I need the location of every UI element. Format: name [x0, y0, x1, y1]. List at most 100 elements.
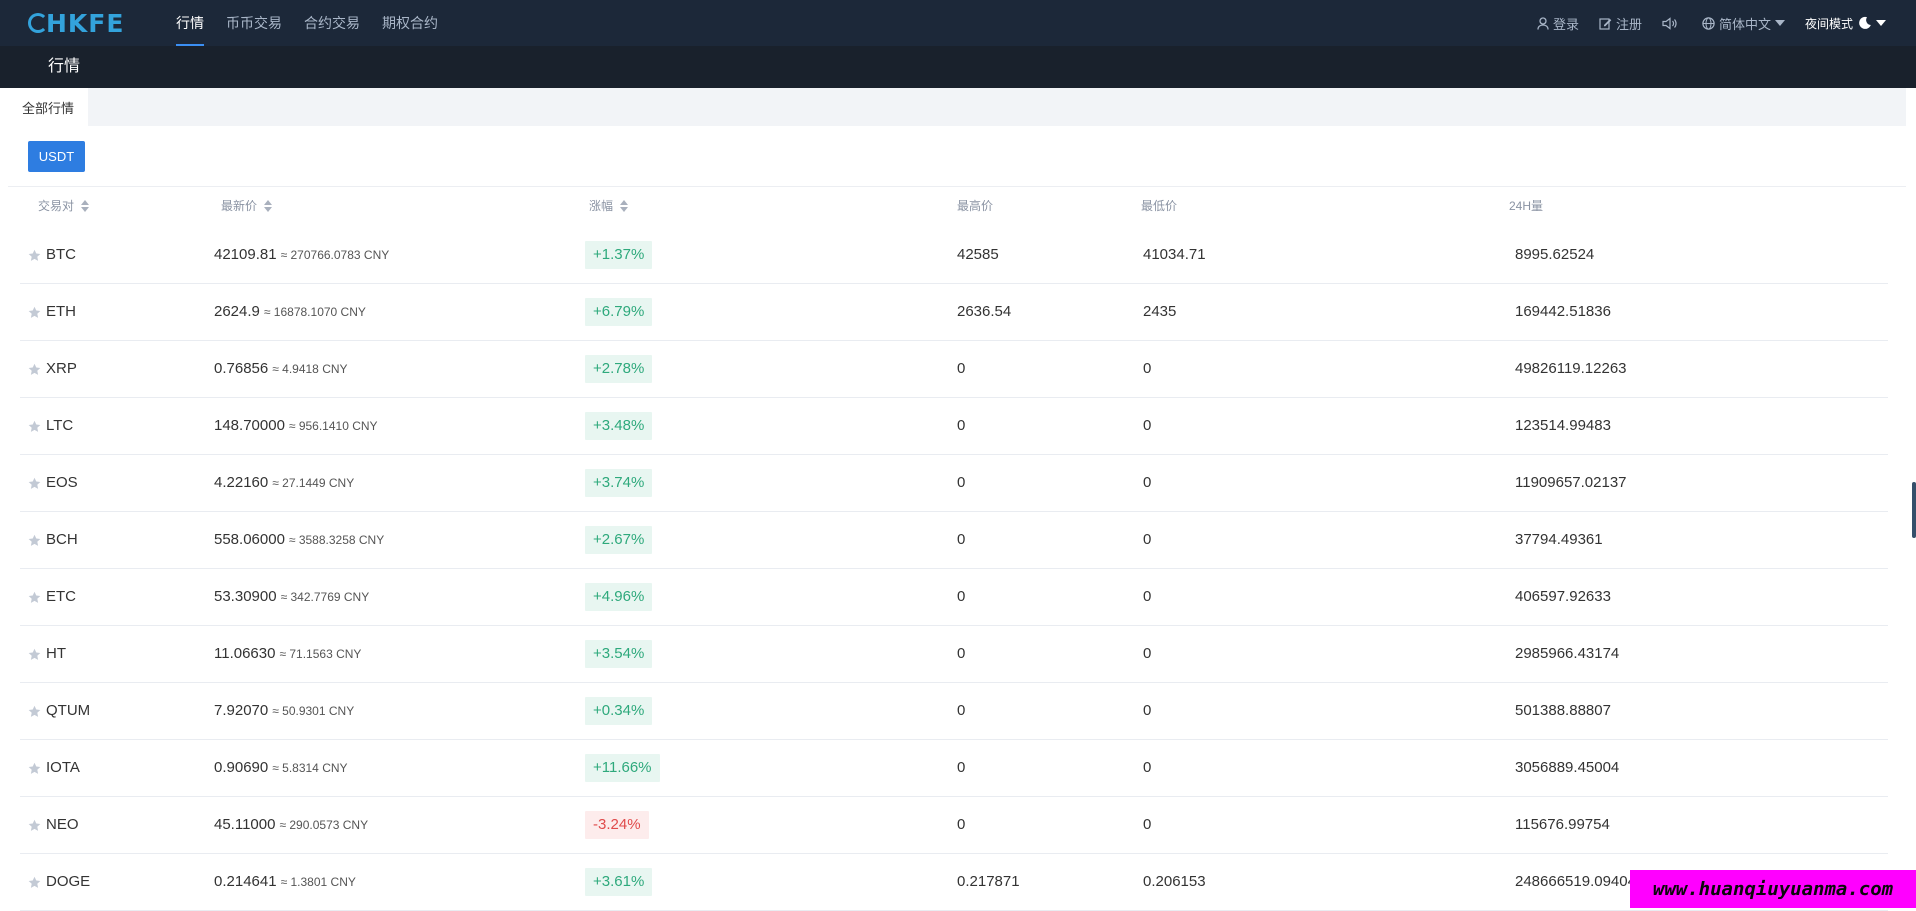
price-value: 4.22160	[214, 474, 269, 491]
low-price: 0	[1143, 474, 1152, 491]
nav-right: 登录 注册 简体中文 夜间模式	[1517, 0, 1886, 46]
tab-all-markets[interactable]: 全部行情	[8, 88, 89, 126]
logo-text: HKFE	[46, 8, 125, 38]
price-cny: ≈ 50.9301 CNY	[272, 704, 355, 718]
last-price: 53.30900 ≈ 342.7769 CNY	[214, 569, 369, 625]
table-row[interactable]: EOS 4.22160 ≈ 27.1449 CNY +3.74% 0 0 11909657.…	[20, 455, 1888, 512]
sound-toggle[interactable]	[1662, 16, 1682, 30]
table-row[interactable]: ETC 53.30900 ≈ 342.7769 CNY +4.96% 0 0 406597.…	[20, 569, 1888, 626]
pair-name: ETH	[46, 303, 76, 320]
header-pair[interactable]: 交易对	[38, 197, 90, 214]
star-icon[interactable]	[28, 306, 41, 319]
pair-name: DOGE	[46, 873, 91, 890]
table-row[interactable]: IOTA 0.90690 ≈ 5.8314 CNY +11.66% 0 0 3056889.…	[20, 740, 1888, 797]
price-value: 0.214641	[214, 873, 277, 890]
header-low-label: 最低价	[1141, 199, 1178, 213]
register-link[interactable]: 注册	[1599, 14, 1642, 33]
volume-24h: 169442.51836	[1515, 303, 1611, 320]
star-icon[interactable]	[28, 420, 41, 433]
price-cny: ≈ 4.9418 CNY	[272, 362, 348, 376]
change-badge: +6.79%	[585, 298, 653, 326]
table-row[interactable]: BTC 42109.81 ≈ 270766.0783 CNY +1.37% 42585 4…	[20, 227, 1888, 284]
last-price: 0.214641 ≈ 1.3801 CNY	[214, 854, 356, 910]
star-icon[interactable]	[28, 648, 41, 661]
star-icon[interactable]	[28, 534, 41, 547]
table-row[interactable]: NEO 45.11000 ≈ 290.0573 CNY -3.24% 0 0 115676.…	[20, 797, 1888, 854]
price-value: 0.76856	[214, 360, 269, 377]
pair-name: QTUM	[46, 702, 91, 719]
star-icon[interactable]	[28, 591, 41, 604]
price-value: 42109.81	[214, 246, 277, 263]
tab-bar: 全部行情	[8, 88, 1906, 126]
price-value: 45.11000	[214, 816, 276, 833]
page-header: 行情	[0, 46, 1916, 88]
change-badge: +11.66%	[585, 754, 660, 782]
star-icon[interactable]	[28, 819, 41, 832]
price-cny: ≈ 5.8314 CNY	[272, 761, 348, 775]
volume-24h: 115676.99754	[1515, 816, 1610, 833]
price-value: 148.70000	[214, 417, 285, 434]
low-price: 0	[1143, 816, 1152, 833]
star-icon[interactable]	[28, 876, 41, 889]
header-change[interactable]: 涨幅	[589, 197, 629, 214]
logo[interactable]: HKFE	[28, 8, 125, 38]
star-icon[interactable]	[28, 249, 41, 262]
login-link[interactable]: 登录	[1537, 14, 1579, 33]
star-icon[interactable]	[28, 762, 41, 775]
high-price: 0.217871	[957, 873, 1020, 890]
table-row[interactable]: QTUM 7.92070 ≈ 50.9301 CNY +0.34% 0 0 501388.8…	[20, 683, 1888, 740]
table-row[interactable]: BCH 558.06000 ≈ 3588.3258 CNY +2.67% 0 0 37794…	[20, 512, 1888, 569]
nav-item[interactable]: 期权合约	[382, 15, 438, 31]
star-icon[interactable]	[28, 363, 41, 376]
page-title: 行情	[48, 58, 81, 75]
last-price: 148.70000 ≈ 956.1410 CNY	[214, 398, 378, 454]
nav-item[interactable]: 行情	[176, 0, 204, 46]
star-icon[interactable]	[28, 477, 41, 490]
nav-item[interactable]: 币币交易	[226, 15, 282, 31]
pair-name: EOS	[46, 474, 78, 491]
table-row[interactable]: HT 11.06630 ≈ 71.1563 CNY +3.54% 0 0 2985966.4…	[20, 626, 1888, 683]
login-label: 登录	[1552, 16, 1579, 32]
high-price: 0	[957, 645, 966, 662]
volume-24h: 123514.99483	[1515, 417, 1611, 434]
usdt-quote-button[interactable]: USDT	[28, 141, 85, 172]
change-badge: +3.61%	[585, 868, 653, 896]
price-cny: ≈ 956.1410 CNY	[288, 419, 378, 433]
price-value: 558.06000	[214, 531, 285, 548]
globe-icon	[1702, 16, 1715, 30]
moon-icon	[1859, 16, 1871, 29]
low-price: 0	[1143, 588, 1152, 605]
table-row[interactable]: LTC 148.70000 ≈ 956.1410 CNY +3.48% 0 0 123514…	[20, 398, 1888, 455]
price-cny: ≈ 342.7769 CNY	[280, 590, 370, 604]
high-price: 42585	[957, 246, 999, 263]
scrollbar-thumb[interactable]	[1912, 482, 1916, 538]
high-price: 0	[957, 816, 966, 833]
chevron-down-icon	[1774, 20, 1785, 26]
last-price: 558.06000 ≈ 3588.3258 CNY	[214, 512, 384, 568]
low-price: 0	[1143, 759, 1152, 776]
pair-name: BCH	[46, 531, 78, 548]
star-icon[interactable]	[28, 705, 41, 718]
last-price: 42109.81 ≈ 270766.0783 CNY	[214, 227, 389, 283]
table-row[interactable]: DOGE 0.214641 ≈ 1.3801 CNY +3.61% 0.217871 0.…	[20, 854, 1888, 911]
header-last-price[interactable]: 最新价	[221, 197, 273, 214]
low-price: 0	[1143, 360, 1152, 377]
chevron-down-icon	[1876, 20, 1886, 26]
change-badge: +2.67%	[585, 526, 653, 554]
change-badge: +1.37%	[585, 241, 653, 269]
volume-24h: 11909657.02137	[1515, 474, 1627, 491]
price-cny: ≈ 270766.0783 CNY	[280, 248, 390, 262]
change-badge: -3.24%	[585, 811, 649, 839]
nav-item[interactable]: 合约交易	[304, 15, 360, 31]
header-last-price-label: 最新价	[221, 199, 258, 213]
table-row[interactable]: XRP 0.76856 ≈ 4.9418 CNY +2.78% 0 0 49826119.1…	[20, 341, 1888, 398]
volume-24h: 406597.92633	[1515, 588, 1611, 605]
pair-name: IOTA	[46, 759, 80, 776]
language-select[interactable]: 简体中文	[1702, 14, 1785, 33]
table-row[interactable]: ETH 2624.9 ≈ 16878.1070 CNY +6.79% 2636.54 24…	[20, 284, 1888, 341]
night-mode-toggle[interactable]: 夜间模式	[1805, 15, 1886, 32]
change-badge: +2.78%	[585, 355, 653, 383]
pair-name: BTC	[46, 246, 76, 263]
divider	[8, 186, 1906, 187]
change-badge: +3.54%	[585, 640, 653, 668]
